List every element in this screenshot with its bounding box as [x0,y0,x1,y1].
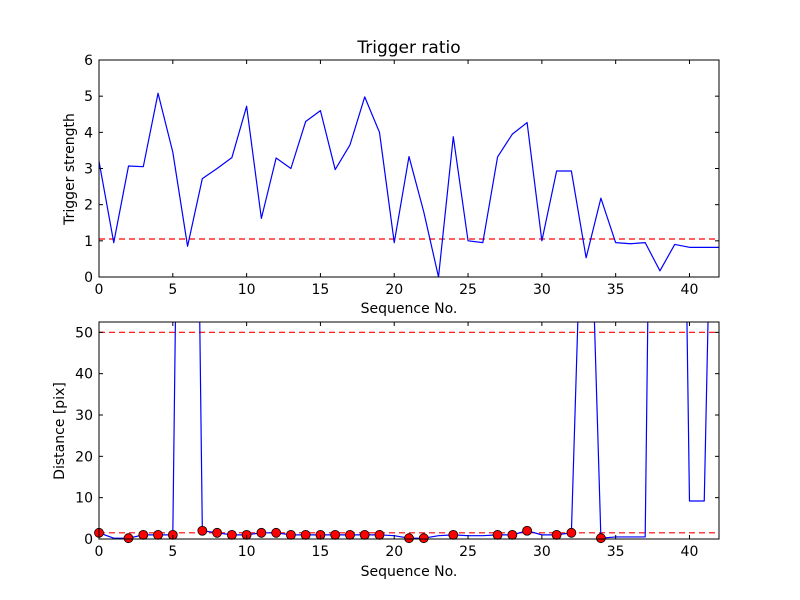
x-tick-label: 40 [681,544,699,560]
x-tick-label: 15 [312,544,330,560]
x-tick-label: 30 [533,544,551,560]
data-point [286,529,296,540]
x-tick-label: 30 [533,282,551,298]
y-axis-label: Distance [pix] [52,382,68,480]
x-tick-label: 25 [459,544,477,560]
data-point [256,527,267,538]
y-tick-label: 30 [75,408,93,424]
data-point [345,529,355,540]
x-tick-label: 25 [459,282,477,298]
data-point [153,529,163,540]
y-tick-label: 0 [84,270,93,286]
y-tick-label: 20 [75,449,93,465]
data-point [522,525,532,536]
data-point [492,529,503,540]
data-point [551,529,562,540]
series-line-0 [99,92,719,277]
y-tick-label: 10 [75,491,93,507]
x-axis-label: Sequence No. [361,564,458,580]
data-point [123,533,134,544]
data-point [138,529,149,540]
y-tick-label: 0 [84,532,93,548]
y-tick-label: 3 [84,162,93,178]
y-tick-label: 5 [84,89,93,105]
data-point [271,527,282,538]
data-point [226,529,237,540]
x-tick-label: 35 [607,544,625,560]
data-point [330,529,341,540]
x-tick-label: 10 [238,282,256,298]
chart-distance: 0 5 10 15 20 25 30 35 40 0 10 20 30 40 50 Sequence No.… [52,321,720,580]
x-tick-label: 10 [238,544,256,560]
x-tick-label: 40 [681,282,699,298]
data-point [404,533,414,544]
y-tick-label: 2 [84,198,93,214]
x-tick-label: 0 [95,544,104,560]
data-point [374,529,385,540]
x-tick-label: 5 [168,544,177,560]
y-tick-label: 40 [75,367,93,383]
x-tick-label: 20 [385,544,403,560]
x-tick-label: 0 [95,282,104,298]
x-tick-label: 15 [312,282,330,298]
x-tick-label: 20 [385,282,403,298]
data-point [197,525,208,536]
data-point [596,533,606,544]
data-point [507,529,518,540]
y-tick-label: 4 [84,125,93,141]
data-point [359,529,370,540]
x-axis-label: Sequence No. [361,301,458,317]
data-point [448,529,459,540]
data-point [566,527,577,538]
y-tick-label: 1 [84,234,93,250]
data-point [212,527,222,538]
x-tick-label: 35 [607,282,625,298]
chart-title: Trigger ratio [356,38,460,58]
data-point [300,529,311,540]
chart-trigger-ratio: Trigger ratio 0 5 10 15 20 25 30 35 40 0 1 2 3 4 5 6 Se… [62,38,720,317]
x-tick-label: 5 [168,282,177,298]
data-point [418,533,429,544]
y-tick-label: 6 [84,53,93,69]
y-axis-label: Trigger strength [62,113,78,226]
plot-frame [98,321,720,540]
y-tick-label: 50 [75,325,93,341]
